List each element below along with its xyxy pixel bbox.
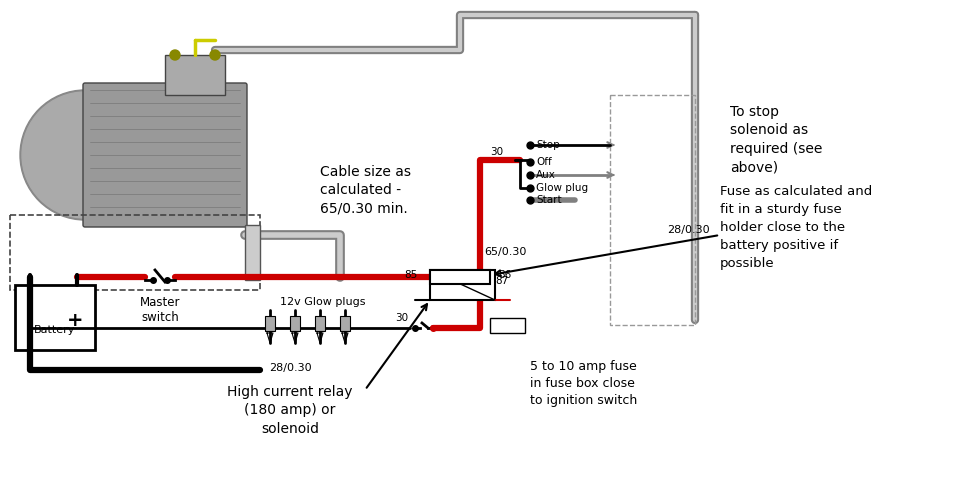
Text: Fuse as calculated and
fit in a sturdy fuse
holder close to the
battery positive: Fuse as calculated and fit in a sturdy f… xyxy=(720,185,872,270)
Text: Off: Off xyxy=(536,157,551,167)
Bar xyxy=(610,95,695,325)
Text: 12v Glow plugs: 12v Glow plugs xyxy=(280,297,365,307)
Bar xyxy=(290,316,300,331)
Circle shape xyxy=(22,92,148,218)
Text: Stop: Stop xyxy=(536,140,560,150)
Text: 87: 87 xyxy=(495,276,509,286)
Text: High current relay
(180 amp) or
solenoid: High current relay (180 amp) or solenoid xyxy=(228,385,353,436)
Text: Aux: Aux xyxy=(536,170,556,180)
Text: 28/0.30: 28/0.30 xyxy=(268,363,311,373)
Text: +: + xyxy=(67,311,83,329)
Text: Cable size as
calculated -
65/0.30 min.: Cable size as calculated - 65/0.30 min. xyxy=(320,165,411,216)
Circle shape xyxy=(20,90,150,220)
Bar xyxy=(315,316,325,331)
Circle shape xyxy=(210,50,220,60)
Text: Glow plug: Glow plug xyxy=(536,183,588,193)
Text: To stop
solenoid as
required (see
above): To stop solenoid as required (see above) xyxy=(730,105,823,174)
Bar xyxy=(340,316,350,331)
Text: Battery: Battery xyxy=(34,325,76,335)
Bar xyxy=(265,316,275,331)
FancyBboxPatch shape xyxy=(83,83,247,227)
Text: 86: 86 xyxy=(498,270,512,280)
Bar xyxy=(490,318,525,333)
Text: 30: 30 xyxy=(490,147,503,157)
Bar xyxy=(245,225,260,280)
Bar xyxy=(10,215,260,290)
Text: Master
switch: Master switch xyxy=(140,296,180,324)
Text: Start: Start xyxy=(536,195,562,205)
Bar xyxy=(430,270,495,300)
Text: 5 to 10 amp fuse
in fuse box close
to ignition switch: 5 to 10 amp fuse in fuse box close to ig… xyxy=(530,360,638,407)
Text: -: - xyxy=(26,311,34,329)
Text: 85: 85 xyxy=(405,270,418,280)
Bar xyxy=(430,270,490,284)
Text: 28/0.30: 28/0.30 xyxy=(667,225,709,235)
Text: 30: 30 xyxy=(395,313,408,323)
Circle shape xyxy=(170,50,180,60)
Text: 65/0.30: 65/0.30 xyxy=(484,247,526,257)
Bar xyxy=(165,55,225,95)
Bar xyxy=(15,285,95,350)
